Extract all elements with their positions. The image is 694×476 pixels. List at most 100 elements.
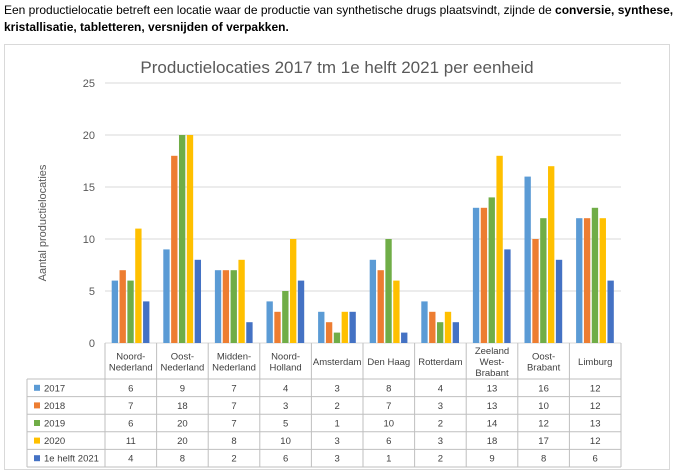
table-value: 13 — [487, 401, 498, 412]
bar — [238, 259, 245, 343]
x-tick-label: Oost-Nederland — [160, 352, 204, 374]
table-value: 10 — [538, 401, 549, 412]
table-value: 3 — [438, 436, 443, 447]
table-value: 18 — [487, 436, 498, 447]
table-value: 12 — [590, 436, 601, 447]
bar — [540, 218, 547, 343]
table-value: 8 — [180, 454, 185, 465]
bar — [504, 249, 511, 343]
data-table: Noord-Nederland Oost-Nederland Midden-Nede… — [26, 343, 622, 468]
legend-label: 2017 — [44, 383, 65, 394]
bar — [186, 135, 194, 343]
table-value: 6 — [593, 454, 598, 465]
y-tick-label: 10 — [83, 234, 95, 246]
table-value: 4 — [438, 383, 443, 394]
table-value: 18 — [177, 401, 188, 412]
bar — [178, 135, 186, 343]
bar — [421, 301, 428, 343]
table-value: 10 — [280, 436, 291, 447]
chart-title: Productielocaties 2017 tm 1e helft 2021 … — [140, 58, 533, 77]
bar — [135, 228, 142, 343]
y-tick-label: 25 — [83, 78, 95, 90]
table-value: 1 — [386, 454, 391, 465]
table-value: 2 — [335, 401, 340, 412]
bar — [222, 270, 230, 343]
bar — [576, 218, 583, 343]
table-value: 20 — [177, 436, 188, 447]
bar — [318, 311, 325, 343]
table-value: 7 — [231, 419, 236, 430]
bar — [119, 270, 126, 343]
y-tick-label: 0 — [89, 338, 95, 350]
bars-layer — [111, 135, 614, 343]
table-value: 3 — [438, 401, 443, 412]
bar — [290, 239, 297, 343]
legend-label: 2020 — [44, 436, 65, 447]
bar — [607, 280, 614, 343]
bar — [436, 322, 444, 343]
legend-label: 2018 — [44, 401, 65, 412]
bar — [111, 280, 119, 343]
table-value: 3 — [335, 383, 340, 394]
table-value: 17 — [538, 436, 549, 447]
intro-text: Een productielocatie betreft een locatie… — [4, 3, 556, 17]
table-value: 4 — [128, 454, 133, 465]
table-value: 13 — [487, 383, 498, 394]
bar — [297, 280, 305, 343]
x-tick-label: Noord-Nederland — [109, 352, 153, 374]
intro-paragraph: Een productielocatie betreft een locatie… — [4, 2, 690, 36]
table-value: 7 — [386, 401, 391, 412]
bar — [143, 301, 150, 343]
bar — [401, 332, 408, 343]
table-value: 8 — [541, 454, 546, 465]
bar — [488, 197, 495, 343]
bar — [349, 311, 356, 343]
bar — [282, 291, 289, 343]
bar — [472, 207, 480, 343]
table-value: 7 — [128, 401, 133, 412]
bar — [377, 270, 384, 343]
x-tick-label: Midden-Nederland — [212, 352, 256, 374]
table-value: 5 — [283, 419, 288, 430]
legend-swatch — [34, 402, 40, 409]
table-value: 10 — [384, 419, 395, 430]
bar — [548, 166, 555, 343]
bar — [599, 218, 606, 343]
bar — [333, 332, 341, 343]
x-tick-label: Den Haag — [367, 357, 410, 368]
table-value: 11 — [126, 436, 136, 447]
table-value: 8 — [386, 383, 391, 394]
y-tick-label: 5 — [89, 286, 95, 298]
table-value: 3 — [283, 401, 288, 412]
x-tick-label: Rotterdam — [418, 357, 462, 368]
table-value: 4 — [283, 383, 288, 394]
table-value: 20 — [177, 419, 188, 430]
bar — [127, 280, 134, 343]
table-value: 8 — [231, 436, 236, 447]
bar — [214, 270, 222, 343]
table-value: 9 — [489, 454, 494, 465]
bar — [274, 311, 281, 343]
chart-svg: Productielocaties 2017 tm 1e helft 2021 … — [26, 58, 622, 468]
legend-label: 2019 — [44, 419, 65, 430]
intro-bold-text: conversie, synthese, kristallisatie, tab… — [4, 3, 674, 34]
bar — [496, 155, 503, 343]
x-tick-label: Zeeland West-Brabant — [475, 346, 509, 379]
bar — [230, 270, 237, 343]
bar — [369, 259, 377, 343]
bar — [163, 249, 170, 343]
bar — [591, 207, 599, 343]
bar — [266, 301, 273, 343]
y-tick-label: 20 — [83, 130, 95, 142]
bar — [246, 322, 253, 343]
table-value: 9 — [180, 383, 185, 394]
bar — [524, 176, 531, 343]
table-value: 13 — [590, 419, 601, 430]
table-value: 6 — [283, 454, 288, 465]
legend-swatch — [34, 437, 40, 444]
chart-frame: Productielocaties 2017 tm 1e helft 2021 … — [4, 44, 670, 470]
bar — [452, 322, 460, 343]
table-value: 14 — [487, 419, 498, 430]
bar — [171, 155, 178, 343]
bar — [325, 322, 333, 343]
